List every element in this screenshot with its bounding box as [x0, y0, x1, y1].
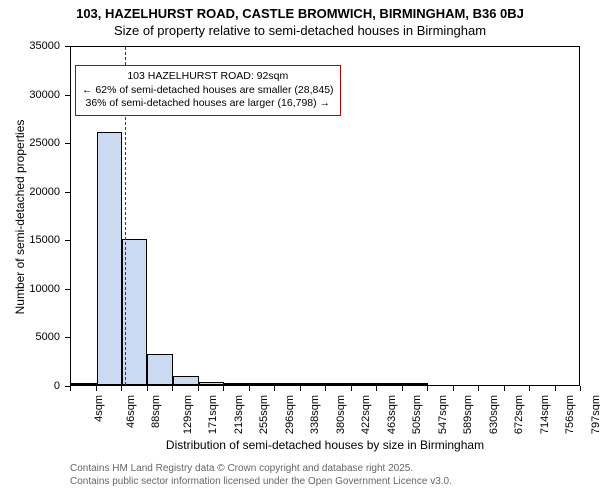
x-tick	[376, 386, 377, 391]
x-tick	[96, 386, 97, 391]
x-tick	[580, 386, 581, 391]
histogram-bar	[122, 239, 147, 385]
y-tick	[65, 46, 70, 47]
x-tick-label: 797sqm	[590, 395, 600, 434]
y-tick	[65, 95, 70, 96]
x-tick-label: 756sqm	[564, 395, 576, 434]
x-tick	[555, 386, 556, 391]
x-tick-label: 672sqm	[513, 395, 525, 434]
x-tick-label: 463sqm	[386, 395, 398, 434]
x-tick-label: 714sqm	[539, 395, 551, 434]
y-tick	[65, 143, 70, 144]
x-tick	[529, 386, 530, 391]
y-tick-label: 0	[0, 380, 60, 392]
y-tick-label: 10000	[0, 283, 60, 295]
x-tick	[172, 386, 173, 391]
annotation-header: 103 HAZELHURST ROAD: 92sqm	[82, 70, 334, 84]
x-tick-label: 630sqm	[488, 395, 500, 434]
plot-area: 103 HAZELHURST ROAD: 92sqm← 62% of semi-…	[70, 46, 580, 386]
y-tick	[65, 192, 70, 193]
histogram-bar	[249, 383, 275, 385]
y-tick	[65, 337, 70, 338]
histogram-bar	[301, 383, 327, 385]
y-tick-label: 20000	[0, 186, 60, 198]
y-tick-label: 30000	[0, 89, 60, 101]
annotation-line1: ← 62% of semi-detached houses are smalle…	[82, 84, 334, 98]
x-tick	[402, 386, 403, 391]
y-tick-label: 5000	[0, 331, 60, 343]
x-tick	[249, 386, 250, 391]
x-tick-label: 589sqm	[462, 395, 474, 434]
x-tick	[504, 386, 505, 391]
histogram-bar	[224, 383, 249, 385]
x-tick	[198, 386, 199, 391]
x-tick	[121, 386, 122, 391]
x-tick-label: 255sqm	[258, 395, 270, 434]
y-tick-label: 35000	[0, 40, 60, 52]
histogram-bar	[97, 132, 123, 385]
x-tick	[300, 386, 301, 391]
x-tick	[70, 386, 71, 391]
histogram-bar	[173, 376, 199, 385]
y-tick	[65, 240, 70, 241]
x-tick-label: 4sqm	[93, 395, 105, 422]
y-tick	[65, 289, 70, 290]
x-tick	[478, 386, 479, 391]
y-tick-label: 25000	[0, 137, 60, 149]
x-tick	[223, 386, 224, 391]
x-tick-label: 296sqm	[284, 395, 296, 434]
annotation-line2: 36% of semi-detached houses are larger (…	[82, 97, 334, 111]
x-tick-label: 46sqm	[125, 395, 137, 428]
attribution: Contains HM Land Registry data © Crown c…	[70, 462, 452, 488]
x-tick-label: 380sqm	[335, 395, 347, 434]
annotation-box: 103 HAZELHURST ROAD: 92sqm← 62% of semi-…	[75, 65, 341, 116]
histogram-bar	[147, 354, 173, 385]
chart-title: 103, HAZELHURST ROAD, CASTLE BROMWICH, B…	[0, 0, 600, 21]
x-tick-label: 213sqm	[233, 395, 245, 434]
x-tick	[325, 386, 326, 391]
histogram-bar	[71, 383, 97, 385]
x-tick-label: 171sqm	[207, 395, 219, 434]
x-tick	[147, 386, 148, 391]
x-tick	[427, 386, 428, 391]
x-tick-label: 338sqm	[309, 395, 321, 434]
x-tick	[351, 386, 352, 391]
x-axis-label: Distribution of semi-detached houses by …	[70, 438, 580, 452]
y-tick-label: 15000	[0, 234, 60, 246]
attribution-line1: Contains HM Land Registry data © Crown c…	[70, 462, 452, 475]
chart-subtitle: Size of property relative to semi-detach…	[0, 21, 600, 42]
x-tick-label: 422sqm	[360, 395, 372, 434]
x-tick-label: 505sqm	[411, 395, 423, 434]
histogram-bar	[275, 383, 301, 385]
x-tick-label: 547sqm	[437, 395, 449, 434]
histogram-bar	[199, 382, 225, 385]
attribution-line2: Contains public sector information licen…	[70, 475, 452, 488]
histogram-bar	[403, 383, 429, 385]
x-tick-label: 129sqm	[182, 395, 194, 434]
x-tick-label: 88sqm	[150, 395, 162, 428]
histogram-bar	[351, 383, 377, 385]
histogram-bar	[326, 383, 351, 385]
histogram-bar	[377, 383, 403, 385]
x-tick	[453, 386, 454, 391]
x-tick	[274, 386, 275, 391]
